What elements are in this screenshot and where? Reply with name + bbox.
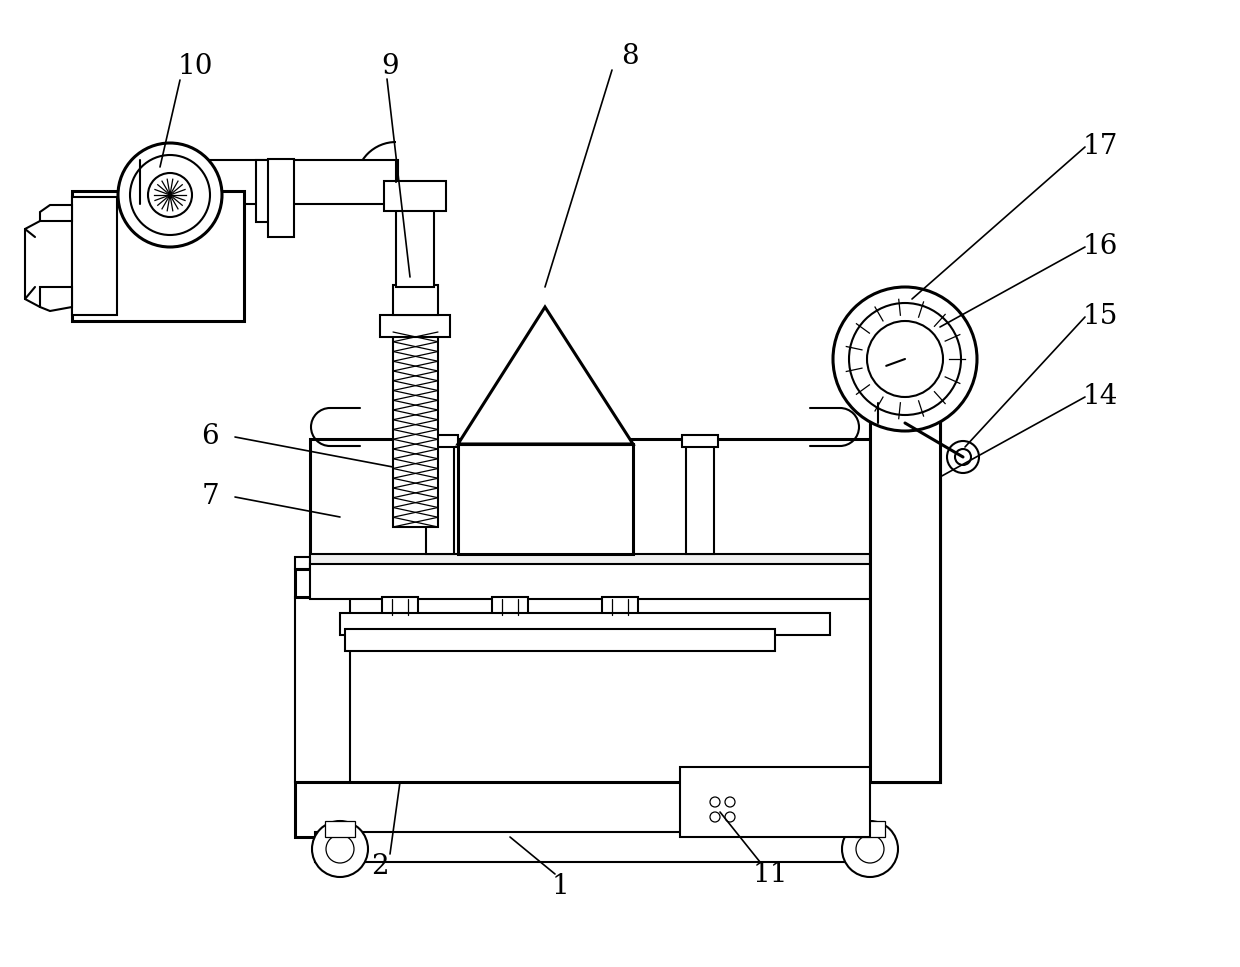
Circle shape	[725, 812, 735, 822]
Text: 10: 10	[177, 53, 213, 80]
Bar	[382, 597, 418, 615]
Text: 8: 8	[621, 44, 639, 71]
Text: 6: 6	[201, 424, 218, 451]
Polygon shape	[458, 307, 632, 444]
Bar	[686, 439, 714, 554]
Bar	[856, 821, 885, 837]
Text: 2: 2	[371, 854, 389, 881]
Circle shape	[856, 835, 884, 863]
Bar	[601, 597, 639, 615]
Text: 16: 16	[1083, 233, 1117, 260]
Polygon shape	[40, 205, 72, 221]
Bar	[422, 435, 458, 447]
Bar	[557, 435, 593, 447]
Circle shape	[947, 441, 980, 473]
Bar	[862, 367, 947, 397]
Bar	[396, 182, 434, 287]
Bar	[393, 332, 438, 527]
Bar	[72, 197, 117, 315]
Circle shape	[955, 449, 971, 465]
Circle shape	[842, 821, 898, 877]
Bar	[295, 569, 875, 597]
Bar	[680, 767, 870, 837]
Bar	[310, 564, 870, 599]
Text: 17: 17	[1083, 133, 1117, 161]
Bar	[255, 160, 288, 222]
Bar	[345, 629, 775, 651]
Bar	[315, 832, 844, 862]
Bar	[384, 181, 446, 211]
Circle shape	[887, 405, 894, 413]
Bar	[310, 439, 870, 569]
Bar	[295, 557, 875, 569]
Bar	[268, 159, 294, 237]
Bar	[870, 387, 940, 782]
Circle shape	[130, 155, 210, 235]
Bar	[295, 597, 350, 782]
Bar	[682, 435, 718, 447]
Bar	[458, 444, 632, 554]
Circle shape	[833, 287, 977, 431]
Bar	[875, 371, 930, 423]
Bar	[340, 613, 830, 635]
Circle shape	[312, 821, 368, 877]
Circle shape	[148, 173, 192, 217]
Bar	[492, 597, 528, 615]
Circle shape	[725, 797, 735, 807]
Polygon shape	[40, 287, 72, 311]
Text: 14: 14	[1083, 384, 1117, 411]
Bar	[560, 439, 589, 554]
Bar	[310, 554, 870, 569]
Text: 9: 9	[381, 53, 399, 80]
Text: 11: 11	[753, 862, 787, 889]
Bar	[870, 387, 940, 782]
Bar	[393, 285, 438, 315]
Bar	[295, 782, 866, 837]
Text: 1: 1	[551, 873, 569, 900]
Bar	[140, 160, 398, 204]
Text: 7: 7	[201, 484, 219, 511]
Circle shape	[916, 405, 924, 413]
Bar	[325, 821, 355, 837]
Bar	[379, 315, 450, 337]
Circle shape	[118, 143, 222, 247]
Bar	[877, 397, 928, 421]
Circle shape	[849, 303, 961, 415]
Circle shape	[867, 321, 942, 397]
Bar	[72, 191, 244, 321]
Circle shape	[326, 835, 353, 863]
Circle shape	[711, 797, 720, 807]
Circle shape	[711, 812, 720, 822]
Bar	[427, 439, 454, 554]
Text: 15: 15	[1083, 304, 1117, 331]
